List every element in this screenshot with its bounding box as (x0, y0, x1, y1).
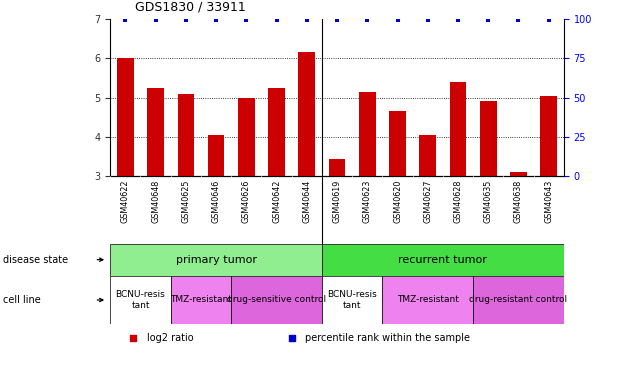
Bar (171, 276, 231, 324)
Bar (147, 88, 164, 176)
Text: GSM40626: GSM40626 (242, 180, 251, 223)
Point (151, 17, 161, 23)
Text: GSM40622: GSM40622 (121, 180, 130, 223)
Bar (299, 52, 315, 176)
Point (513, 17, 524, 23)
Bar (322, 276, 382, 324)
Text: BCNU-resis
tant: BCNU-resis tant (328, 290, 377, 310)
Text: GSM40628: GSM40628 (454, 180, 462, 223)
Bar (450, 82, 466, 176)
Text: cell line: cell line (3, 295, 41, 305)
Bar (110, 276, 171, 324)
Text: GDS1830 / 33911: GDS1830 / 33911 (135, 0, 246, 13)
Bar (420, 135, 436, 176)
Bar (268, 88, 285, 176)
Text: GSM40643: GSM40643 (544, 180, 553, 223)
Bar (322, 244, 564, 276)
Point (483, 17, 493, 23)
Point (362, 17, 372, 23)
Text: TMZ-resistant: TMZ-resistant (170, 296, 232, 304)
Text: percentile rank within the sample: percentile rank within the sample (306, 333, 471, 343)
Text: recurrent tumor: recurrent tumor (398, 255, 488, 265)
Text: GSM40646: GSM40646 (212, 180, 220, 223)
Point (332, 17, 342, 23)
Text: GSM40638: GSM40638 (514, 180, 523, 223)
Point (272, 17, 282, 23)
Point (538, 154, 548, 160)
Point (211, 17, 221, 23)
Point (181, 17, 191, 23)
Point (241, 17, 251, 23)
Text: GSM40648: GSM40648 (151, 180, 160, 223)
Point (423, 17, 433, 23)
Text: GSM40635: GSM40635 (484, 180, 493, 223)
Text: GSM40619: GSM40619 (333, 180, 341, 223)
Text: drug-resistant control: drug-resistant control (469, 296, 568, 304)
Bar (359, 92, 375, 176)
Text: primary tumor: primary tumor (176, 255, 256, 265)
Point (302, 17, 312, 23)
Bar (510, 172, 527, 176)
Bar (473, 276, 564, 324)
Bar (480, 102, 496, 176)
Point (120, 17, 130, 23)
Bar (382, 276, 473, 324)
Text: disease state: disease state (3, 255, 68, 265)
Text: BCNU-resis
tant: BCNU-resis tant (116, 290, 165, 310)
Text: log2 ratio: log2 ratio (147, 333, 193, 343)
Bar (117, 58, 134, 176)
Text: GSM40623: GSM40623 (363, 180, 372, 223)
Text: GSM40625: GSM40625 (181, 180, 190, 223)
Text: GSM40642: GSM40642 (272, 180, 281, 223)
Text: GSM40620: GSM40620 (393, 180, 402, 223)
Bar (238, 98, 255, 176)
Bar (541, 96, 557, 176)
Point (453, 17, 463, 23)
Text: GSM40627: GSM40627 (423, 180, 432, 223)
Bar (389, 111, 406, 176)
Text: TMZ-resistant: TMZ-resistant (397, 296, 459, 304)
Point (544, 17, 554, 23)
Bar (110, 244, 322, 276)
Bar (208, 135, 224, 176)
Text: drug-sensitive control: drug-sensitive control (227, 296, 326, 304)
Bar (231, 276, 322, 324)
Text: GSM40644: GSM40644 (302, 180, 311, 223)
Bar (329, 159, 345, 176)
Point (392, 17, 403, 23)
Bar (178, 94, 194, 176)
